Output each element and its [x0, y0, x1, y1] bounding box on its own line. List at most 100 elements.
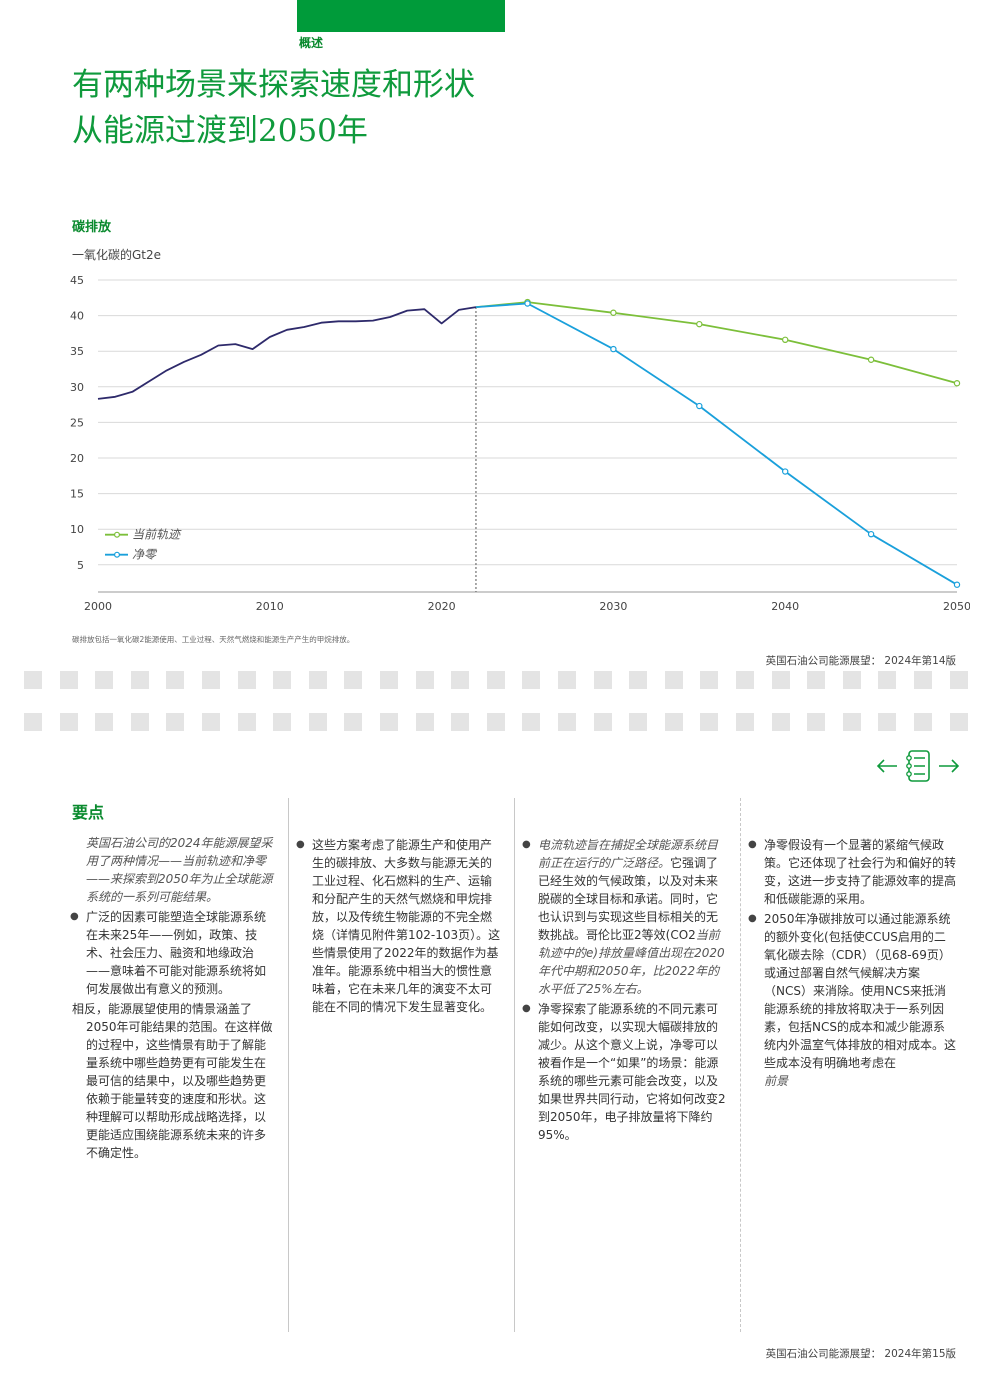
y-tick-label: 5	[77, 559, 84, 572]
data-point	[610, 345, 617, 353]
x-tick-label: 2000	[84, 600, 112, 613]
decorative-square	[807, 671, 826, 689]
y-tick-label: 20	[70, 452, 84, 465]
decorative-square	[308, 671, 327, 689]
decorative-square	[629, 671, 648, 689]
chart-footnote: 碳排放包括一氧化碳2能源使用、工业过程、天然气燃烧和能源生产产生的甲烷排放。	[72, 635, 355, 644]
decorative-square-row	[24, 713, 974, 731]
data-point	[696, 320, 703, 328]
decorative-square	[593, 713, 612, 731]
x-tick-label: 2020	[428, 600, 456, 613]
intro-paragraph: 英国石油公司的2024年能源展望采用了两种情况——当前轨迹和净零——来探索到20…	[86, 836, 273, 904]
legend-marker	[113, 551, 120, 558]
legend-label: 当前轨迹	[132, 528, 182, 542]
data-point	[867, 530, 875, 538]
decorative-square	[130, 671, 149, 689]
section-label: 概述	[299, 36, 324, 50]
decorative-square	[344, 671, 363, 689]
decorative-square	[949, 713, 968, 731]
decorative-square	[558, 713, 576, 731]
decorative-square	[24, 713, 42, 731]
decorative-square	[415, 671, 434, 689]
decorative-square	[486, 713, 505, 731]
data-point	[953, 380, 961, 387]
decorative-square	[202, 671, 220, 689]
y-tick-label: 35	[70, 345, 84, 358]
bullet-point: 电流轨迹旨在捕捉全球能源系统目前正在运行的广泛路径。它强调了已经生效的气候政策，…	[522, 836, 728, 998]
decorative-square	[593, 671, 612, 689]
page-navigation	[876, 748, 960, 784]
bullet-italic-text: 电流轨迹旨在捕捉全球能源系统目前正在运行的广泛路径。	[538, 838, 719, 870]
decorative-square	[664, 671, 683, 689]
decorative-square	[878, 713, 897, 731]
footer-source: 英国石油公司能源展望： 2024年第15版	[765, 1348, 956, 1360]
key-points-column-4: 净零假设有一个显著的紧缩气候政策。它还体现了社会行为和偏好的转变，这进一步支持了…	[748, 836, 956, 1092]
data-point	[782, 336, 789, 344]
y-tick-label: 45	[70, 274, 84, 287]
y-tick-label: 30	[70, 381, 84, 394]
bullet-text: 它强调了已经生效的气候政策，以及对未来脱碳的全球目标和承诺。同时，它也认识到与实…	[538, 856, 719, 942]
series-line-net-zero	[475, 302, 958, 586]
contents-list-icon[interactable]	[903, 748, 933, 784]
bullet-italic-text: 当前轨迹中的e)排放量峰值出现在2020年代中期和2050年，比2022年的水平…	[538, 928, 725, 996]
decorative-square	[95, 713, 114, 731]
decorative-square	[308, 713, 327, 731]
legend-label: 净零	[132, 548, 158, 562]
decorative-square	[415, 713, 434, 731]
decorative-square	[558, 671, 576, 689]
series-line-history	[97, 306, 477, 400]
y-tick-label: 15	[70, 488, 84, 501]
x-tick-label: 2030	[599, 600, 627, 613]
x-tick-label: 2010	[256, 600, 284, 613]
decorative-square	[237, 713, 256, 731]
arrow-right-icon[interactable]	[938, 748, 960, 784]
column-divider	[740, 798, 741, 1332]
decorative-square	[486, 671, 505, 689]
decorative-square	[736, 671, 754, 689]
decorative-square	[380, 713, 398, 731]
legend-marker	[113, 531, 120, 538]
decorative-square	[522, 713, 541, 731]
key-points-heading: 要点	[72, 803, 105, 822]
key-points-column-2: 这些方案考虑了能源生产和使用产生的碳排放、大多数与能源无关的工业过程、化石燃料的…	[296, 836, 502, 1018]
chart-heading: 碳排放	[72, 220, 112, 235]
x-tick-label: 2050	[943, 600, 970, 613]
decorative-square	[451, 671, 470, 689]
bullet-point: 广泛的因素可能塑造全球能源系统在未来25年——例如，政策、技术、社会压力、融资和…	[70, 908, 274, 998]
decorative-square	[24, 671, 42, 689]
decorative-square	[273, 671, 292, 689]
decorative-square	[878, 671, 897, 689]
arrow-left-icon[interactable]	[876, 748, 898, 784]
data-point	[953, 581, 961, 588]
section-tab-bar	[297, 0, 505, 32]
decorative-square	[914, 713, 932, 731]
decorative-square	[807, 713, 826, 731]
page-title-line-2: 从能源过渡到2050年	[72, 113, 368, 149]
y-tick-label: 10	[70, 523, 84, 536]
data-point	[696, 402, 703, 410]
decorative-square	[771, 671, 790, 689]
x-tick-label: 2040	[771, 600, 799, 613]
decorative-square	[629, 713, 648, 731]
decorative-square	[700, 671, 719, 689]
decorative-square	[914, 671, 932, 689]
bullet-point: 这些方案考虑了能源生产和使用产生的碳排放、大多数与能源无关的工业过程、化石燃料的…	[296, 836, 502, 1016]
chart-source: 英国石油公司能源展望： 2024年第14版	[765, 655, 956, 667]
chart-unit-label: 一氧化碳的Gt2e	[72, 248, 162, 262]
decorative-square	[59, 671, 78, 689]
decorative-square	[771, 713, 790, 731]
decorative-square	[166, 713, 185, 731]
decorative-square	[59, 713, 78, 731]
decorative-square	[273, 713, 292, 731]
decorative-square	[95, 671, 114, 689]
key-points-column-1: 英国石油公司的2024年能源展望采用了两种情况——当前轨迹和净零——来探索到20…	[70, 834, 274, 1164]
decorative-square	[202, 713, 220, 731]
y-tick-label: 40	[70, 310, 84, 323]
data-point	[867, 356, 875, 363]
page-title: 有两种场景来探索速度和形状 从能源过渡到2050年	[72, 62, 592, 154]
y-tick-label: 25	[70, 416, 84, 429]
bullet-point: 2050年净碳排放可以通过能源系统的额外变化(包括使CCUS启用的二氧化碳去除（…	[748, 910, 956, 1090]
column-divider	[288, 798, 289, 1332]
data-point	[782, 468, 789, 475]
decorative-square	[166, 671, 185, 689]
